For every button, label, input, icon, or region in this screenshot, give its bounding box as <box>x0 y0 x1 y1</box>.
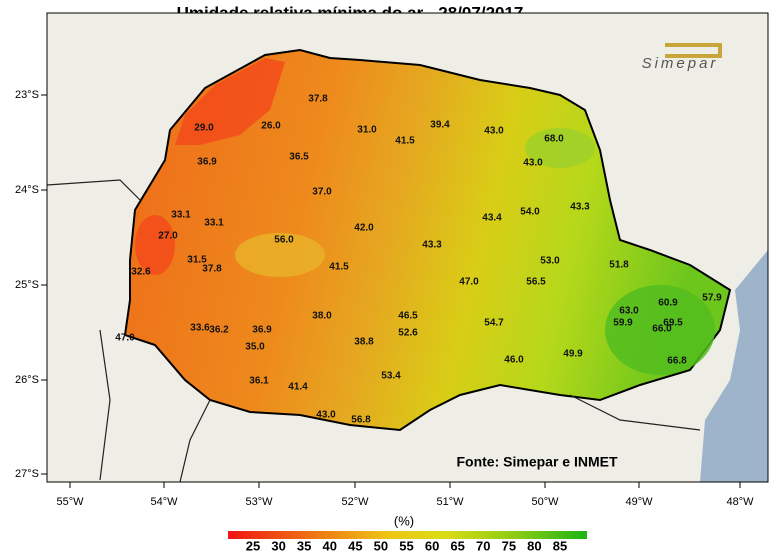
station-value: 36.2 <box>209 325 229 336</box>
humid-zone <box>605 285 715 375</box>
lat-label: 26°S <box>15 374 39 386</box>
station-value: 41.5 <box>395 136 415 147</box>
humid-zone <box>525 128 595 168</box>
station-value: 54.7 <box>484 318 504 329</box>
station-value: 68.0 <box>544 134 564 145</box>
station-value: 31.0 <box>357 125 377 136</box>
station-value: 31.5 <box>187 255 207 266</box>
station-value: 49.9 <box>563 349 583 360</box>
station-value: 38.8 <box>354 337 374 348</box>
lon-label: 53°W <box>245 496 273 508</box>
station-value: 56.8 <box>351 415 371 426</box>
axes: 23°S 24°S 25°S 26°S 27°S 55°W 54°W 53°W 52°W 51°W… <box>15 89 754 508</box>
colorbar <box>228 531 587 539</box>
borders <box>47 179 701 482</box>
legend-label: 35 <box>297 538 311 553</box>
legend: 25 30 35 40 45 50 55 60 65 70 75 80 85 <box>246 538 567 553</box>
station-value: 66.0 <box>652 324 672 335</box>
lon-label: 52°W <box>341 496 369 508</box>
legend-label: 75 <box>502 538 516 553</box>
station-value: 32.6 <box>131 267 151 278</box>
unit-label: (%) <box>394 513 414 528</box>
station-value: 54.0 <box>520 207 540 218</box>
station-value: 66.8 <box>667 356 687 367</box>
legend-label: 70 <box>476 538 490 553</box>
lat-label: 27°S <box>15 468 39 480</box>
station-value: 35.0 <box>245 342 265 353</box>
source: Fonte: Simepar e INMET <box>456 454 617 470</box>
lon-label: 49°W <box>625 496 653 508</box>
logo: Simepar <box>642 55 719 72</box>
station-value: 41.5 <box>329 262 349 273</box>
station-value: 33.1 <box>171 210 191 221</box>
station-value: 37.8 <box>308 94 328 105</box>
station-value: 43.3 <box>570 202 590 213</box>
station-value: 53.4 <box>381 371 401 382</box>
station-value: 47.0 <box>115 333 135 344</box>
lat-label: 25°S <box>15 279 39 291</box>
station-value: 33.6 <box>190 323 210 334</box>
station-value: 60.9 <box>658 298 678 309</box>
legend-label: 65 <box>450 538 464 553</box>
station-value: 38.0 <box>312 311 332 322</box>
humid-zone <box>235 233 325 277</box>
legend-label: 25 <box>246 538 260 553</box>
legend-label: 30 <box>271 538 285 553</box>
ocean <box>700 250 768 482</box>
station-value: 43.0 <box>484 126 504 137</box>
legend-label: 45 <box>348 538 362 553</box>
station-value: 57.9 <box>702 293 722 304</box>
lat-label: 23°S <box>15 89 39 101</box>
station-value: 56.0 <box>274 235 294 246</box>
station-value: 42.0 <box>354 223 374 234</box>
legend-label: 60 <box>425 538 439 553</box>
station-value: 33.1 <box>204 218 224 229</box>
legend-label: 55 <box>399 538 413 553</box>
logo-mark <box>665 43 722 58</box>
lon-label: 54°W <box>150 496 178 508</box>
station-value: 56.5 <box>526 277 546 288</box>
station-value: 52.6 <box>398 328 418 339</box>
map-area: Simepar Fonte: Simepar e INMET 37.8 29.0 2… <box>47 13 768 482</box>
station-value: 41.4 <box>288 382 308 393</box>
station-value: 47.0 <box>459 277 479 288</box>
lon-label: 55°W <box>56 496 84 508</box>
station-value: 43.4 <box>482 213 502 224</box>
legend-label: 85 <box>553 538 567 553</box>
frame <box>46 12 769 483</box>
station-value: 27.0 <box>158 231 178 242</box>
station-value: 36.5 <box>289 152 309 163</box>
station-value: 43.3 <box>422 240 442 251</box>
station-value: 43.0 <box>316 410 336 421</box>
station-value: 36.1 <box>249 376 269 387</box>
dry-zone <box>175 58 285 145</box>
station-value: 26.0 <box>261 121 281 132</box>
station-value: 36.9 <box>197 157 217 168</box>
station-value: 51.8 <box>609 260 629 271</box>
station-value: 29.0 <box>194 123 214 134</box>
lon-label: 48°W <box>726 496 754 508</box>
lon-label: 51°W <box>436 496 464 508</box>
dry-zone <box>135 215 175 275</box>
legend-label: 50 <box>374 538 388 553</box>
station-value: 46.0 <box>504 355 524 366</box>
station-value: 43.0 <box>523 158 543 169</box>
station-value: 37.0 <box>312 187 332 198</box>
legend-label: 80 <box>527 538 541 553</box>
station-value: 59.9 <box>613 318 633 329</box>
lon-label: 50°W <box>531 496 559 508</box>
station-value: 46.5 <box>398 311 418 322</box>
station-value: 69.5 <box>663 318 683 329</box>
station-value: 53.0 <box>540 256 560 267</box>
stations: 37.8 29.0 26.0 31.0 39.4 41.5 43.0 68.0 36.9 36.5… <box>115 94 722 426</box>
lat-label: 24°S <box>15 184 39 196</box>
station-value: 36.9 <box>252 325 272 336</box>
station-value: 37.8 <box>202 264 222 275</box>
legend-label: 40 <box>323 538 337 553</box>
station-value: 63.0 <box>619 306 639 317</box>
station-value: 39.4 <box>430 120 450 131</box>
